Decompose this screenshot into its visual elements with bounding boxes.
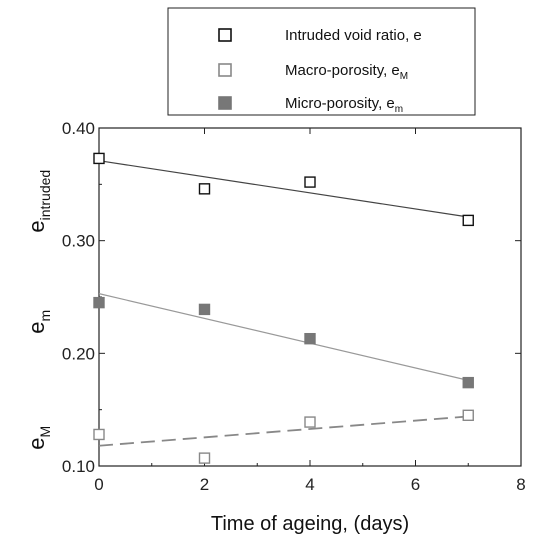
y-tick-label: 0.30 [62, 232, 95, 251]
data-point [198, 303, 211, 316]
y-axis-label-sub: M [37, 426, 53, 438]
data-point [304, 176, 316, 188]
legend-marker [218, 28, 232, 42]
y-axis-label-main: e [24, 438, 49, 450]
trend-lines [98, 160, 469, 447]
x-axis-label: Time of ageing, (days) [211, 513, 409, 535]
data-point [304, 332, 316, 345]
data-point [198, 452, 211, 464]
data-point [198, 183, 211, 195]
legend-label-main: Macro-porosity, e [285, 62, 400, 79]
legend-label: Micro-porosity, em [285, 95, 403, 115]
legend-label-main: Micro-porosity, e [285, 95, 395, 112]
legend-label-sub: m [395, 104, 403, 115]
data-point [462, 214, 474, 227]
y-tick-label: 0.20 [62, 344, 95, 363]
trend-line [98, 293, 469, 381]
legend-label: Macro-porosity, eM [285, 62, 408, 82]
y-axis-label: eM [24, 426, 53, 450]
legend-label-sub: M [400, 71, 408, 82]
y-axis-label-sub: intruded [37, 170, 53, 221]
legend-marker [218, 96, 232, 110]
data-point [93, 296, 105, 309]
y-axis-label-main: e [24, 321, 49, 333]
trend-line [98, 415, 469, 447]
data-point [462, 409, 474, 421]
x-tick-label: 8 [516, 475, 525, 494]
y-axis-label-sub: m [37, 310, 53, 322]
legend-marker [218, 63, 232, 77]
data-point [93, 428, 105, 441]
x-tick-label: 4 [305, 475, 314, 494]
y-tick-label: 0.40 [62, 119, 95, 138]
legend-label-main: Intruded void ratio, e [285, 27, 422, 44]
x-tick-label: 0 [94, 475, 103, 494]
data-points [93, 152, 474, 464]
plot-area: 0 2 4 6 8 0.10 0.20 0.30 0.40 [62, 119, 526, 494]
y-tick-label: 0.10 [62, 457, 95, 476]
y-axis-label: eintruded [24, 170, 53, 233]
y-axis-label: em [24, 310, 53, 334]
x-tick-label: 6 [411, 475, 420, 494]
data-point [462, 376, 474, 389]
y-axis-ticks: 0.10 0.20 0.30 0.40 [62, 119, 521, 476]
legend-label: Intruded void ratio, e [285, 27, 422, 44]
y-axis-label-main: e [24, 220, 49, 232]
x-tick-label: 2 [200, 475, 209, 494]
data-point [304, 416, 316, 428]
trend-line [98, 160, 469, 218]
data-point [93, 152, 105, 165]
